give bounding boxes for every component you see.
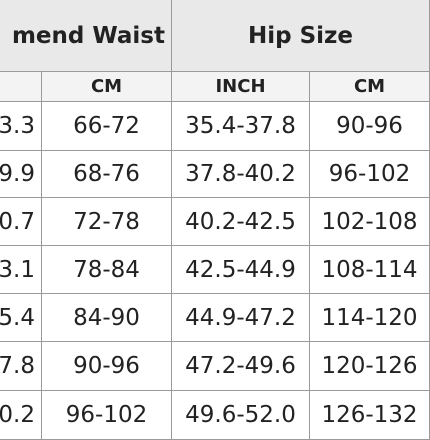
table-cell: 44.9-47.2 [172, 294, 310, 342]
table-cell: 5.4 [0, 294, 42, 342]
table-cell: 84-90 [42, 294, 172, 342]
table-cell: 0.2 [0, 391, 42, 440]
header-group: Hip Size [172, 0, 430, 72]
subheader: CM [42, 72, 172, 102]
table-cell: 3.3 [0, 102, 42, 151]
header-group: mend Waist [0, 0, 172, 72]
table-cell: 90-96 [310, 102, 430, 151]
subheader: INCH [172, 72, 310, 102]
table-cell: 7.8 [0, 342, 42, 391]
table-cell: 40.2-42.5 [172, 198, 310, 246]
table-cell: 78-84 [42, 246, 172, 294]
table-cell: 35.4-37.8 [172, 102, 310, 151]
table-cell: 3.1 [0, 246, 42, 294]
table-cell: 72-78 [42, 198, 172, 246]
table-cell: 126-132 [310, 391, 430, 440]
table-cell: 66-72 [42, 102, 172, 151]
table-cell: 49.6-52.0 [172, 391, 310, 440]
table-cell: 96-102 [310, 151, 430, 198]
subheader [0, 72, 42, 102]
table-cell: 37.8-40.2 [172, 151, 310, 198]
table-cell: 68-76 [42, 151, 172, 198]
table-cell: 96-102 [42, 391, 172, 440]
table-cell: 90-96 [42, 342, 172, 391]
subheader: CM [310, 72, 430, 102]
table-cell: 0.7 [0, 198, 42, 246]
table-cell: 42.5-44.9 [172, 246, 310, 294]
table-cell: 120-126 [310, 342, 430, 391]
table-cell: 47.2-49.6 [172, 342, 310, 391]
table-cell: 114-120 [310, 294, 430, 342]
table-cell: 108-114 [310, 246, 430, 294]
table-cell: 9.9 [0, 151, 42, 198]
table-cell: 102-108 [310, 198, 430, 246]
